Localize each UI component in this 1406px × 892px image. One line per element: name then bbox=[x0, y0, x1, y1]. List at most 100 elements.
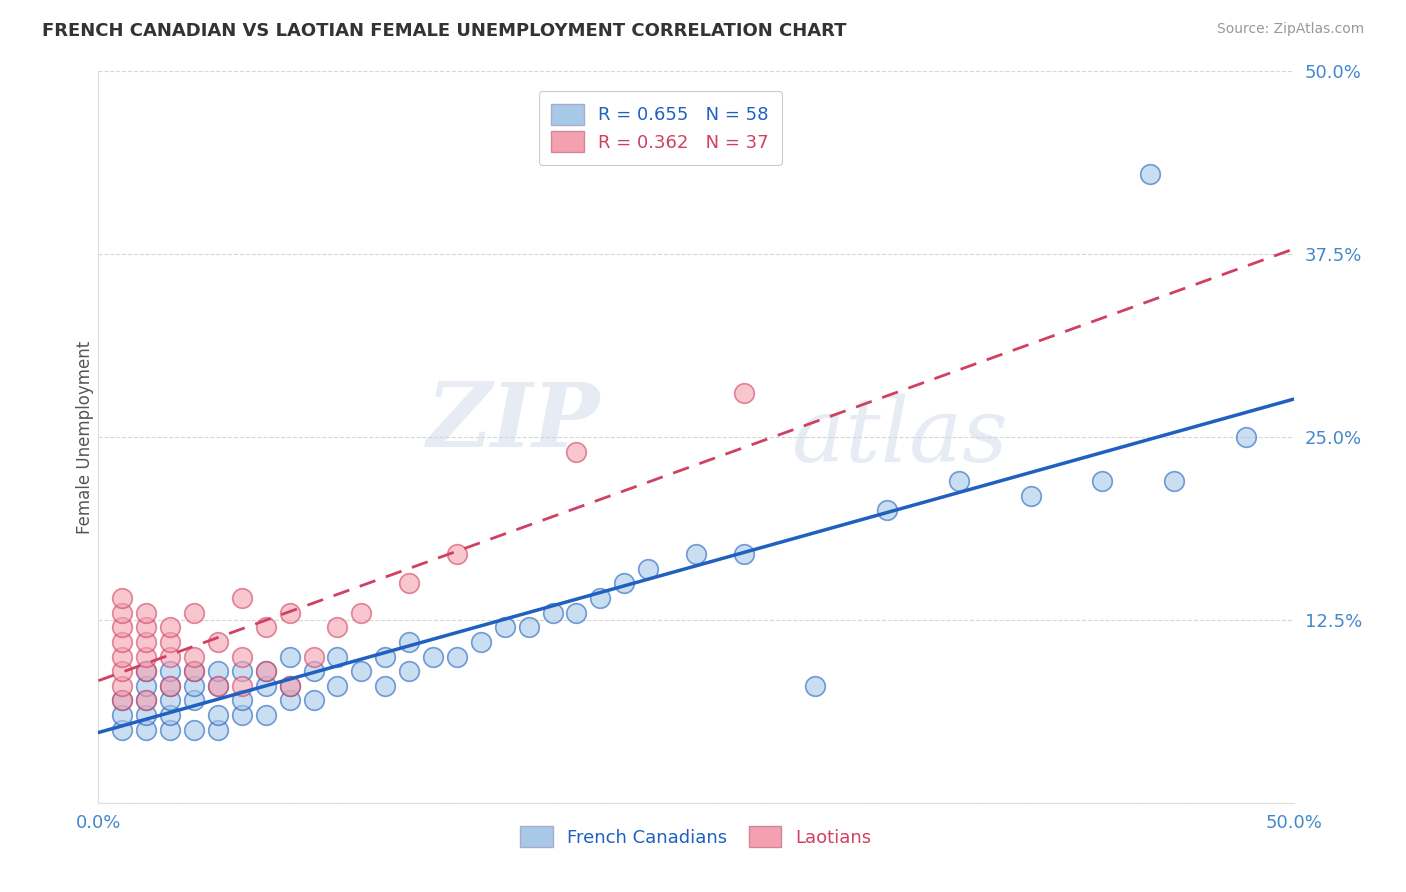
Point bbox=[350, 606, 373, 620]
Point bbox=[111, 649, 134, 664]
Point bbox=[446, 649, 468, 664]
Point bbox=[733, 547, 755, 561]
Point bbox=[278, 679, 301, 693]
Point bbox=[374, 649, 396, 664]
Point bbox=[135, 635, 157, 649]
Point bbox=[183, 606, 205, 620]
Point bbox=[470, 635, 492, 649]
Point bbox=[111, 635, 134, 649]
Point bbox=[565, 606, 588, 620]
Point bbox=[159, 708, 181, 723]
Legend: French Canadians, Laotians: French Canadians, Laotians bbox=[508, 814, 884, 860]
Point bbox=[398, 576, 420, 591]
Point bbox=[111, 679, 134, 693]
Point bbox=[326, 620, 349, 634]
Point bbox=[135, 620, 157, 634]
Point bbox=[876, 503, 898, 517]
Point bbox=[302, 649, 325, 664]
Point bbox=[804, 679, 827, 693]
Point bbox=[1139, 167, 1161, 181]
Point bbox=[541, 606, 564, 620]
Point bbox=[278, 679, 301, 693]
Point bbox=[111, 693, 134, 707]
Point bbox=[565, 444, 588, 458]
Point bbox=[948, 474, 970, 488]
Point bbox=[135, 723, 157, 737]
Point bbox=[254, 679, 277, 693]
Point bbox=[254, 620, 277, 634]
Text: atlas: atlas bbox=[792, 393, 1007, 481]
Point bbox=[135, 693, 157, 707]
Point bbox=[278, 693, 301, 707]
Point bbox=[207, 723, 229, 737]
Point bbox=[254, 664, 277, 678]
Point bbox=[159, 664, 181, 678]
Point bbox=[183, 693, 205, 707]
Point bbox=[254, 664, 277, 678]
Point bbox=[159, 693, 181, 707]
Point bbox=[302, 664, 325, 678]
Point bbox=[135, 664, 157, 678]
Point bbox=[111, 723, 134, 737]
Point bbox=[207, 635, 229, 649]
Point bbox=[613, 576, 636, 591]
Point bbox=[207, 679, 229, 693]
Point bbox=[111, 606, 134, 620]
Point bbox=[207, 679, 229, 693]
Point bbox=[350, 664, 373, 678]
Point bbox=[159, 649, 181, 664]
Point bbox=[135, 664, 157, 678]
Point bbox=[589, 591, 612, 605]
Point bbox=[183, 679, 205, 693]
Point bbox=[326, 649, 349, 664]
Point bbox=[111, 693, 134, 707]
Point bbox=[302, 693, 325, 707]
Point bbox=[326, 679, 349, 693]
Point bbox=[111, 708, 134, 723]
Point bbox=[159, 635, 181, 649]
Point bbox=[111, 620, 134, 634]
Point bbox=[254, 708, 277, 723]
Point bbox=[183, 723, 205, 737]
Text: Source: ZipAtlas.com: Source: ZipAtlas.com bbox=[1216, 22, 1364, 37]
Point bbox=[231, 693, 253, 707]
Point bbox=[207, 708, 229, 723]
Point bbox=[159, 679, 181, 693]
Point bbox=[733, 386, 755, 401]
Point bbox=[159, 679, 181, 693]
Point bbox=[278, 649, 301, 664]
Point bbox=[231, 708, 253, 723]
Point bbox=[231, 591, 253, 605]
Point bbox=[637, 562, 659, 576]
Point bbox=[135, 693, 157, 707]
Point bbox=[183, 664, 205, 678]
Point bbox=[111, 591, 134, 605]
Point bbox=[159, 723, 181, 737]
Point bbox=[183, 664, 205, 678]
Point bbox=[517, 620, 540, 634]
Point bbox=[207, 664, 229, 678]
Point bbox=[135, 679, 157, 693]
Point bbox=[1019, 489, 1042, 503]
Point bbox=[231, 649, 253, 664]
Point bbox=[1091, 474, 1114, 488]
Point bbox=[183, 649, 205, 664]
Point bbox=[398, 635, 420, 649]
Point bbox=[446, 547, 468, 561]
Point bbox=[111, 664, 134, 678]
Point bbox=[231, 679, 253, 693]
Point bbox=[1234, 430, 1257, 444]
Point bbox=[1163, 474, 1185, 488]
Point bbox=[278, 606, 301, 620]
Point bbox=[135, 649, 157, 664]
Point bbox=[398, 664, 420, 678]
Point bbox=[231, 664, 253, 678]
Point bbox=[135, 708, 157, 723]
Text: FRENCH CANADIAN VS LAOTIAN FEMALE UNEMPLOYMENT CORRELATION CHART: FRENCH CANADIAN VS LAOTIAN FEMALE UNEMPL… bbox=[42, 22, 846, 40]
Text: ZIP: ZIP bbox=[427, 379, 600, 466]
Point bbox=[422, 649, 444, 664]
Point bbox=[135, 606, 157, 620]
Point bbox=[494, 620, 516, 634]
Point bbox=[374, 679, 396, 693]
Point bbox=[159, 620, 181, 634]
